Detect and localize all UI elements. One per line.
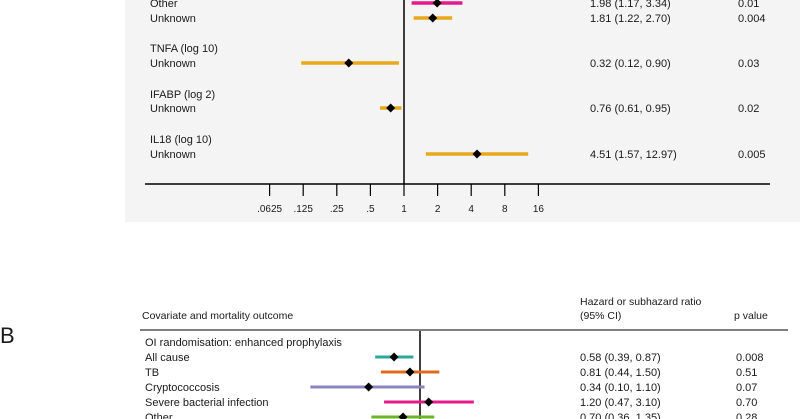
top-row-label: Other <box>150 0 178 10</box>
hr-column-header-line1: Hazard or subhazard ratio <box>580 296 702 308</box>
panel-b-ci-text: 0.34 (0.10, 1.10) <box>580 382 661 394</box>
top-group-header: IL18 (log 10) <box>150 134 212 146</box>
top-x-tick-label: .5 <box>366 204 375 215</box>
panel-b-row-label: All cause <box>145 352 190 364</box>
panel-b-point-estimate <box>364 382 374 392</box>
top-x-tick-label: 2 <box>435 204 441 215</box>
top-group-header: IFABP (log 2) <box>150 89 215 101</box>
top-p-value: 0.01 <box>738 0 759 10</box>
top-x-tick-label: 1 <box>401 204 407 215</box>
top-ci-text: 0.32 (0.12, 0.90) <box>590 58 671 70</box>
panel-b-p-value: 0.28 <box>736 412 757 419</box>
top-p-value: 0.03 <box>738 58 759 70</box>
top-ci-text: 1.81 (1.22, 2.70) <box>590 13 671 25</box>
panel-b-p-value: 0.008 <box>736 352 764 364</box>
top-x-tick-label: .125 <box>293 204 313 215</box>
top-row-label: Unknown <box>150 103 196 115</box>
covariate-column-header: Covariate and mortality outcome <box>142 310 294 322</box>
top-row-label: Unknown <box>150 58 196 70</box>
panel-b-row-label: Other <box>145 412 173 419</box>
panel-b-ci-text: 1.20 (0.47, 3.10) <box>580 397 661 409</box>
panel-b-p-value: 0.70 <box>736 397 757 409</box>
top-ci-text: 0.76 (0.61, 0.95) <box>590 103 671 115</box>
panel-b-group-header: OI randomisation: enhanced prophylaxis <box>145 337 342 349</box>
top-group-header: TNFA (log 10) <box>150 43 218 55</box>
panel-b-letter: B <box>0 323 15 348</box>
top-x-tick-label: 16 <box>533 204 545 215</box>
panel-b-ci-text: 0.58 (0.39, 0.87) <box>580 352 661 364</box>
panel-b-point-estimate <box>424 397 434 407</box>
top-x-tick-label: .0625 <box>257 204 282 215</box>
top-point-estimate <box>428 13 438 23</box>
panel-b-ci-text: 0.81 (0.44, 1.50) <box>580 367 661 379</box>
panel-b-point-estimate <box>389 352 399 362</box>
panel-b-row-label: TB <box>145 367 159 379</box>
top-ci-text: 1.98 (1.17, 3.34) <box>590 0 671 10</box>
top-ci-text: 4.51 (1.57, 12.97) <box>590 149 677 161</box>
top-x-tick-label: 8 <box>502 204 508 215</box>
panel-b-row-label: Cryptococcosis <box>145 382 220 394</box>
top-row-label: Unknown <box>150 149 196 161</box>
panel-b-p-value: 0.51 <box>736 367 757 379</box>
panel-b-point-estimate <box>405 367 415 377</box>
panel-b-point-estimate <box>398 412 408 419</box>
top-row-label: Unknown <box>150 13 196 25</box>
top-x-tick-label: 4 <box>468 204 474 215</box>
top-point-estimate <box>344 58 354 68</box>
panel-b-ci-text: 0.70 (0.36, 1.35) <box>580 412 661 419</box>
top-point-estimate <box>432 0 442 8</box>
top-panel-background <box>125 0 800 222</box>
top-p-value: 0.004 <box>738 13 766 25</box>
top-p-value: 0.005 <box>738 149 766 161</box>
hr-column-header-line2: (95% CI) <box>580 310 622 322</box>
top-p-value: 0.02 <box>738 103 759 115</box>
p-value-column-header: p value <box>734 310 768 322</box>
panel-b-p-value: 0.07 <box>736 382 757 394</box>
top-x-tick-label: .25 <box>330 204 344 215</box>
panel-b-row-label: Severe bacterial infection <box>145 397 269 409</box>
top-point-estimate <box>386 103 396 113</box>
top-point-estimate <box>472 149 482 159</box>
